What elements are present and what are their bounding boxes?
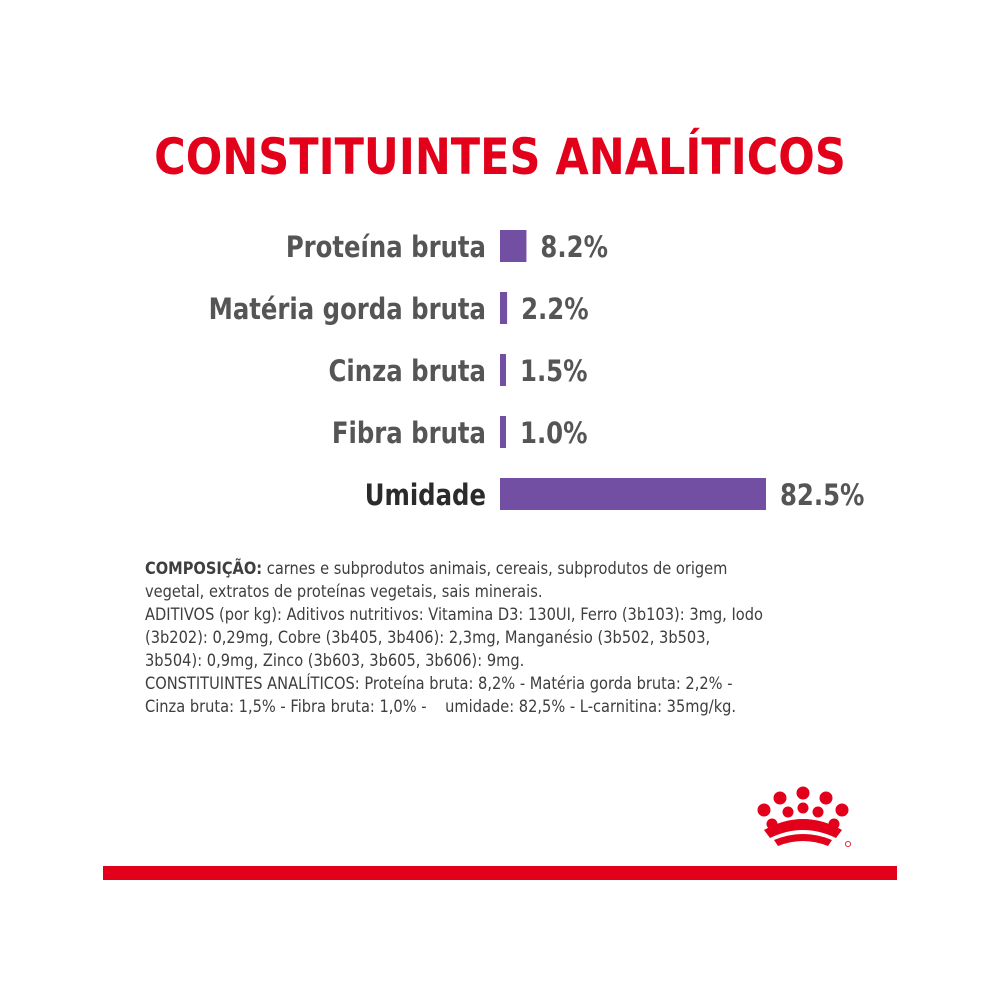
footer-red-bar (103, 866, 897, 880)
bar (500, 354, 506, 386)
bar (500, 230, 527, 262)
category-label: Umidade (365, 479, 486, 513)
category-label: Matéria gorda bruta (209, 293, 486, 327)
value-label: 2.2% (521, 293, 589, 327)
category-label: Cinza bruta (329, 355, 486, 389)
composition-paragraph: COMPOSIÇÃO: carnes e subprodutos animais… (145, 558, 764, 604)
nutrient-bar-chart: Proteína bruta 8.2% Matéria gorda bruta 2.2… (209, 230, 864, 513)
category-label: Fibra bruta (332, 417, 486, 451)
composition-text: COMPOSIÇÃO: carnes e subprodutos animais… (145, 558, 764, 719)
bar (500, 292, 508, 324)
composition-ingredients: carnes e subprodutos animais, cereais, s… (145, 559, 728, 602)
composition-heading: COMPOSIÇÃO: (145, 559, 263, 579)
royal-canin-crown-icon (757, 786, 852, 848)
value-label: 8.2% (540, 231, 608, 265)
category-label: Proteína bruta (286, 231, 486, 265)
additives-paragraph: ADITIVOS (por kg): Aditivos nutritivos: … (145, 605, 763, 671)
value-label: 1.5% (520, 355, 588, 389)
chart-title: CONSTITUINTES ANALÍTICOS (154, 128, 846, 186)
bar (500, 416, 506, 448)
analytical-paragraph: CONSTITUINTES ANALÍTICOS: Proteína bruta… (145, 674, 738, 717)
value-label: 82.5% (780, 479, 864, 513)
value-label: 1.0% (520, 417, 588, 451)
bar (500, 478, 766, 510)
